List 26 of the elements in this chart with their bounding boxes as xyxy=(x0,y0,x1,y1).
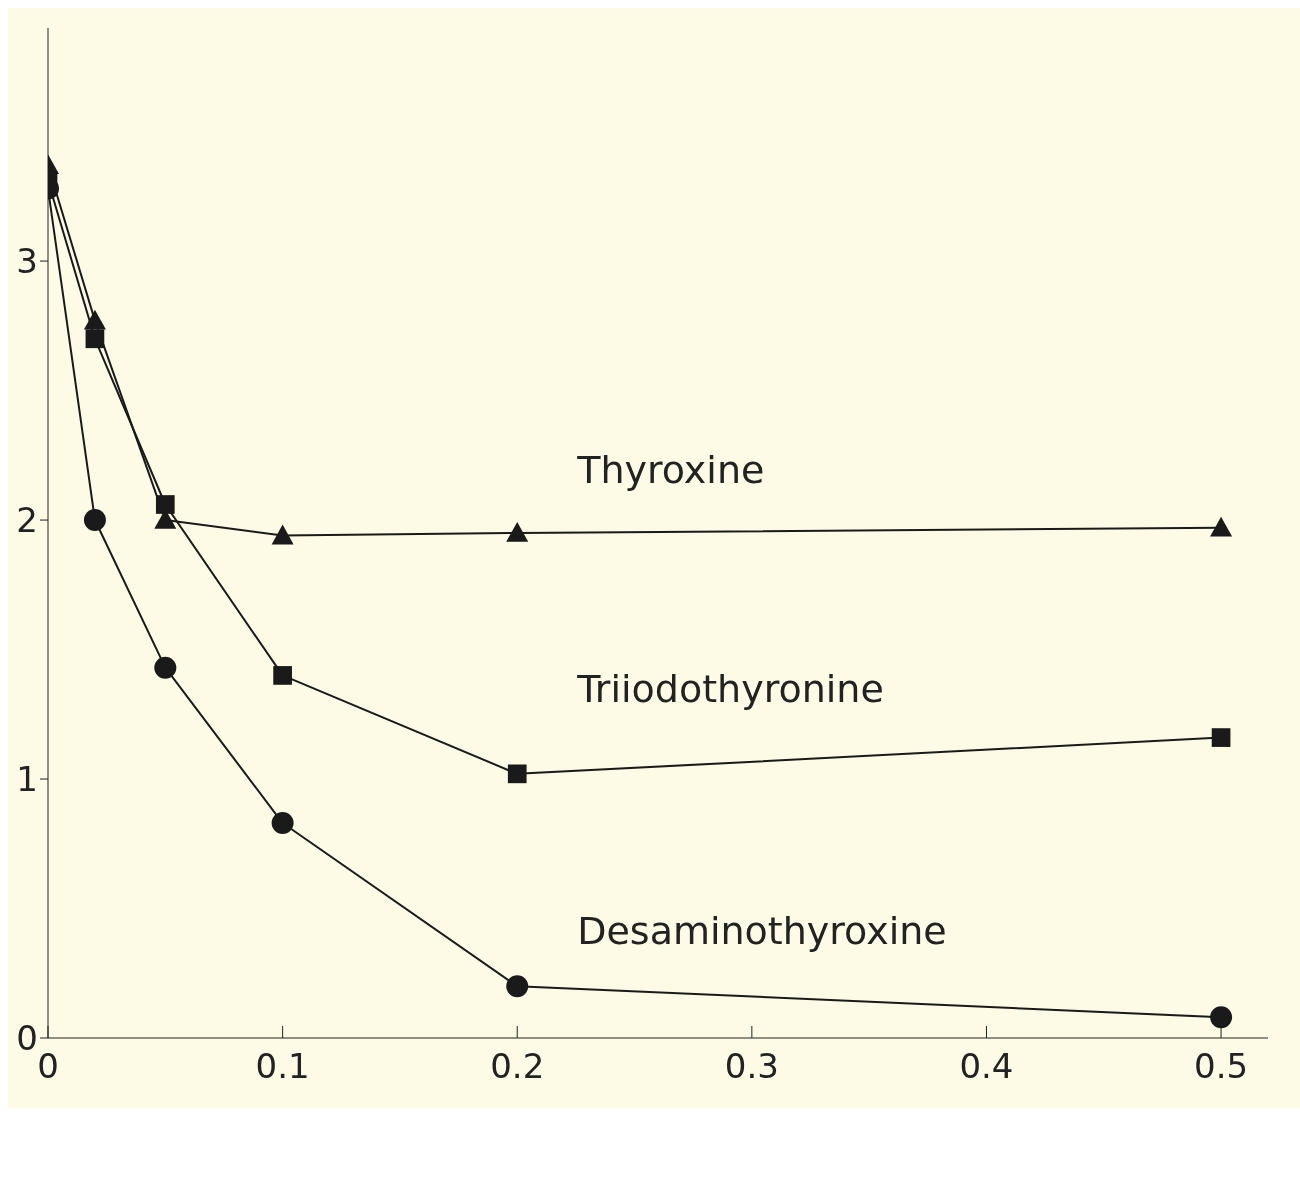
point xyxy=(85,329,105,349)
point xyxy=(155,495,175,514)
point xyxy=(83,509,106,532)
y-tick-label: 0 xyxy=(16,1018,38,1059)
series-label: Thyroxine xyxy=(576,448,765,492)
x-tick-label: 0.4 xyxy=(959,1046,1014,1087)
x-tick-label: 0.2 xyxy=(490,1046,545,1087)
point xyxy=(83,309,106,330)
point xyxy=(154,656,177,679)
series-label: Triiodothyronine xyxy=(576,666,884,711)
y-tick-label: 2 xyxy=(16,500,38,541)
x-tick-label: 0.1 xyxy=(255,1046,310,1087)
point xyxy=(271,524,294,545)
point xyxy=(1210,1006,1233,1029)
point xyxy=(506,522,529,542)
point xyxy=(1210,516,1233,537)
series-label: Desaminothyroxine xyxy=(577,909,947,954)
y-tick-label: 1 xyxy=(16,759,38,800)
point xyxy=(507,764,527,784)
point xyxy=(1211,728,1231,747)
point xyxy=(506,975,529,998)
x-tick-label: 0.3 xyxy=(724,1046,779,1087)
x-tick-label: 0.5 xyxy=(1194,1046,1249,1087)
point xyxy=(271,812,294,835)
point xyxy=(273,666,292,685)
y-tick-label: 3 xyxy=(16,241,38,282)
